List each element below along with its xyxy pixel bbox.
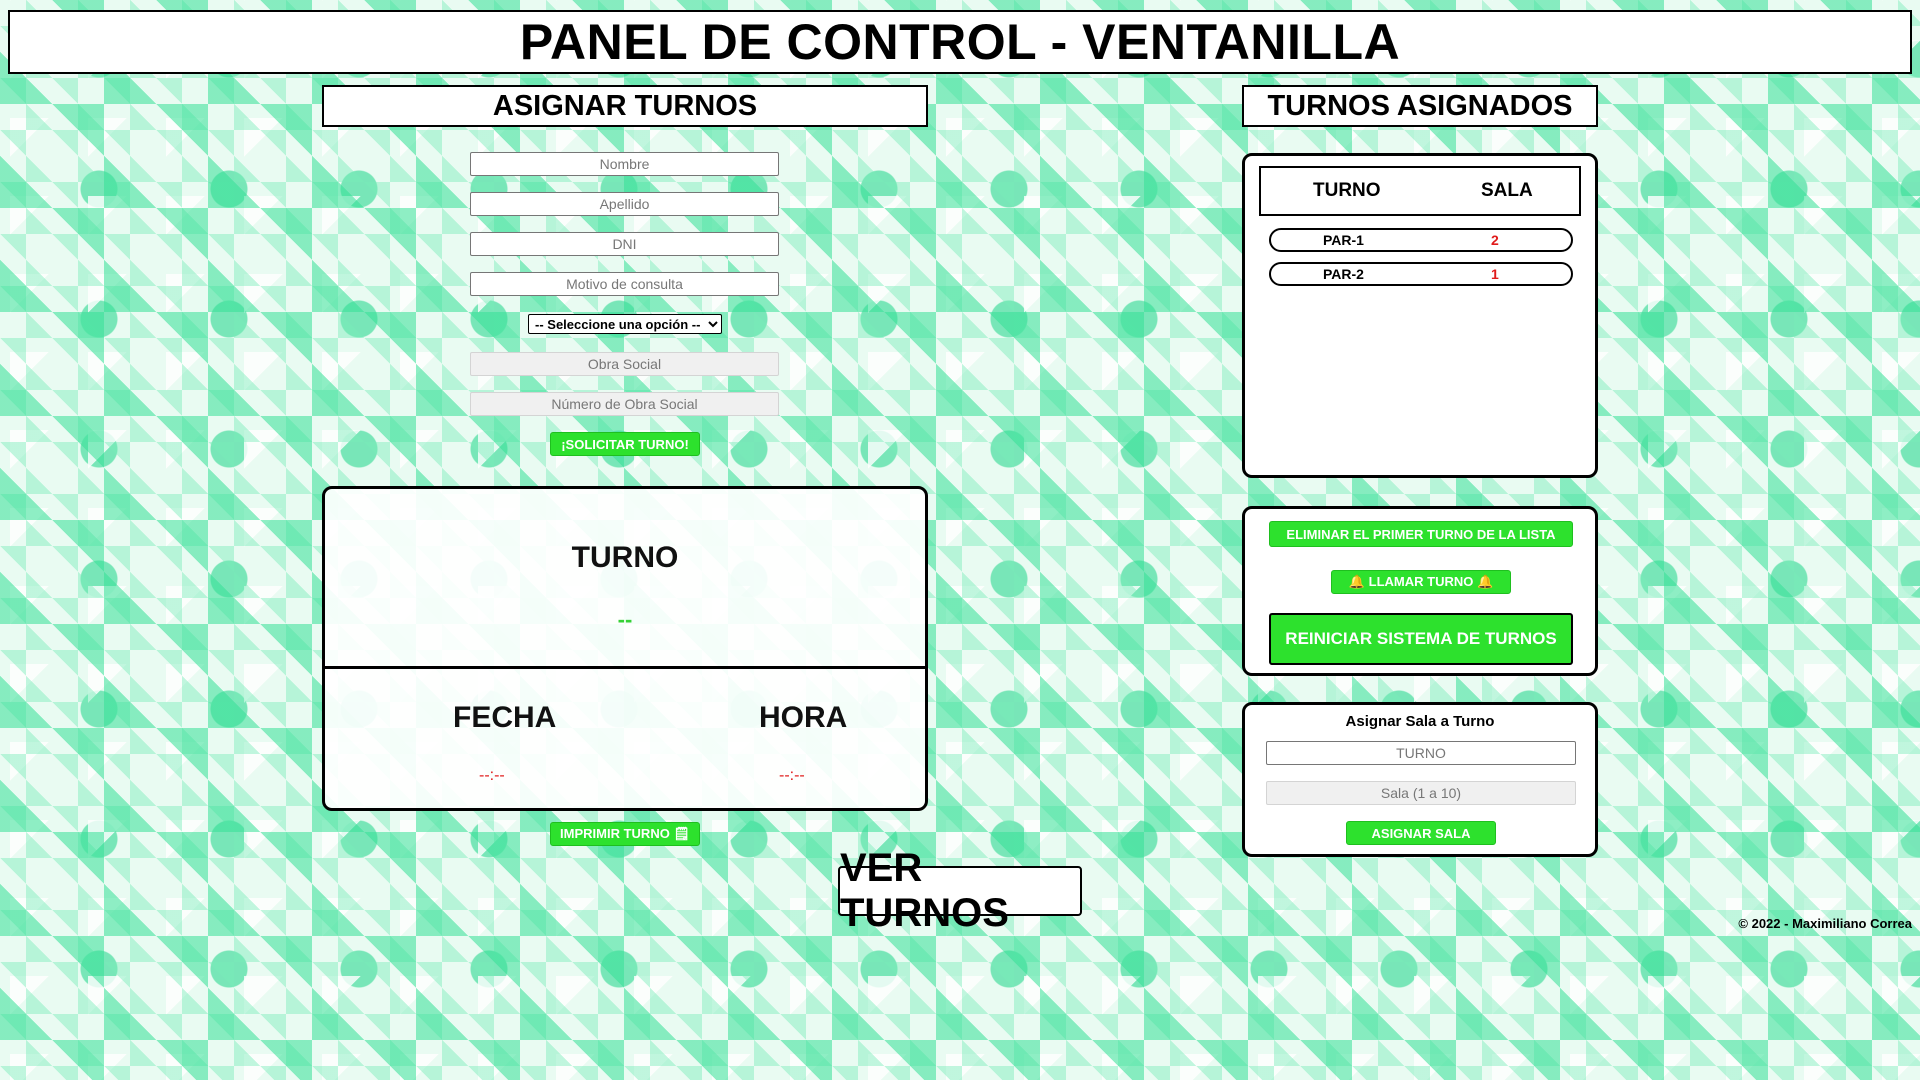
assigned-list-panel: TURNO SALA PAR-1 2 PAR-2 1: [1242, 153, 1598, 478]
dni-input[interactable]: [470, 232, 779, 256]
assigned-section-title: TURNOS ASIGNADOS: [1242, 85, 1598, 127]
list-item-turno: PAR-2: [1323, 266, 1364, 282]
ticket-fecha-label: FECHA: [453, 701, 557, 734]
ticket-hora-label: HORA: [759, 701, 848, 734]
ticket-card: TURNO -- FECHA --:-- HORA --:--: [322, 486, 928, 811]
assign-room-panel: Asignar Sala a Turno ASIGNAR SALA: [1242, 702, 1598, 857]
col-turno-header: TURNO: [1313, 180, 1381, 201]
reset-system-button[interactable]: REINICIAR SISTEMA DE TURNOS: [1269, 613, 1573, 665]
call-turn-button[interactable]: 🔔 LLAMAR TURNO 🔔: [1331, 570, 1511, 594]
nombre-input[interactable]: [470, 152, 779, 176]
page-title: PANEL DE CONTROL - VENTANILLA: [8, 10, 1912, 74]
numero-obra-social-input[interactable]: [470, 392, 779, 416]
list-item-sala: 2: [1491, 232, 1499, 248]
list-item: PAR-2 1: [1269, 262, 1573, 286]
list-item: PAR-1 2: [1269, 228, 1573, 252]
delete-first-turn-button[interactable]: ELIMINAR EL PRIMER TURNO DE LA LISTA: [1269, 521, 1573, 547]
actions-panel: ELIMINAR EL PRIMER TURNO DE LA LISTA 🔔 L…: [1242, 506, 1598, 676]
assign-room-title: Asignar Sala a Turno: [1345, 713, 1495, 730]
assigned-list-header: TURNO SALA: [1259, 166, 1581, 216]
ticket-turno-value: --: [617, 607, 633, 632]
option-select[interactable]: -- Seleccione una opción --: [528, 314, 722, 334]
motivo-input[interactable]: [470, 272, 779, 296]
room-number-input[interactable]: [1266, 781, 1576, 805]
footer-credit: © 2022 - Maximiliano Correa: [1738, 916, 1912, 931]
ticket-turno-label: TURNO: [571, 541, 679, 574]
assign-section-title: ASIGNAR TURNOS: [322, 85, 928, 127]
assign-room-button[interactable]: ASIGNAR SALA: [1346, 821, 1496, 845]
list-item-turno: PAR-1: [1323, 232, 1364, 248]
obra-social-input[interactable]: [470, 352, 779, 376]
list-item-sala: 1: [1491, 266, 1499, 282]
apellido-input[interactable]: [470, 192, 779, 216]
request-turn-button[interactable]: ¡SOLICITAR TURNO!: [550, 432, 700, 456]
view-turns-button[interactable]: VER TURNOS: [838, 846, 1082, 935]
ticket-hora-value: --:--: [779, 767, 805, 784]
print-turn-button[interactable]: IMPRIMIR TURNO 🗒: [550, 822, 700, 846]
room-turn-input[interactable]: [1266, 741, 1576, 765]
col-sala-header: SALA: [1481, 180, 1533, 201]
ticket-upper: TURNO --: [325, 489, 925, 669]
ticket-fecha-value: --:--: [479, 767, 505, 784]
